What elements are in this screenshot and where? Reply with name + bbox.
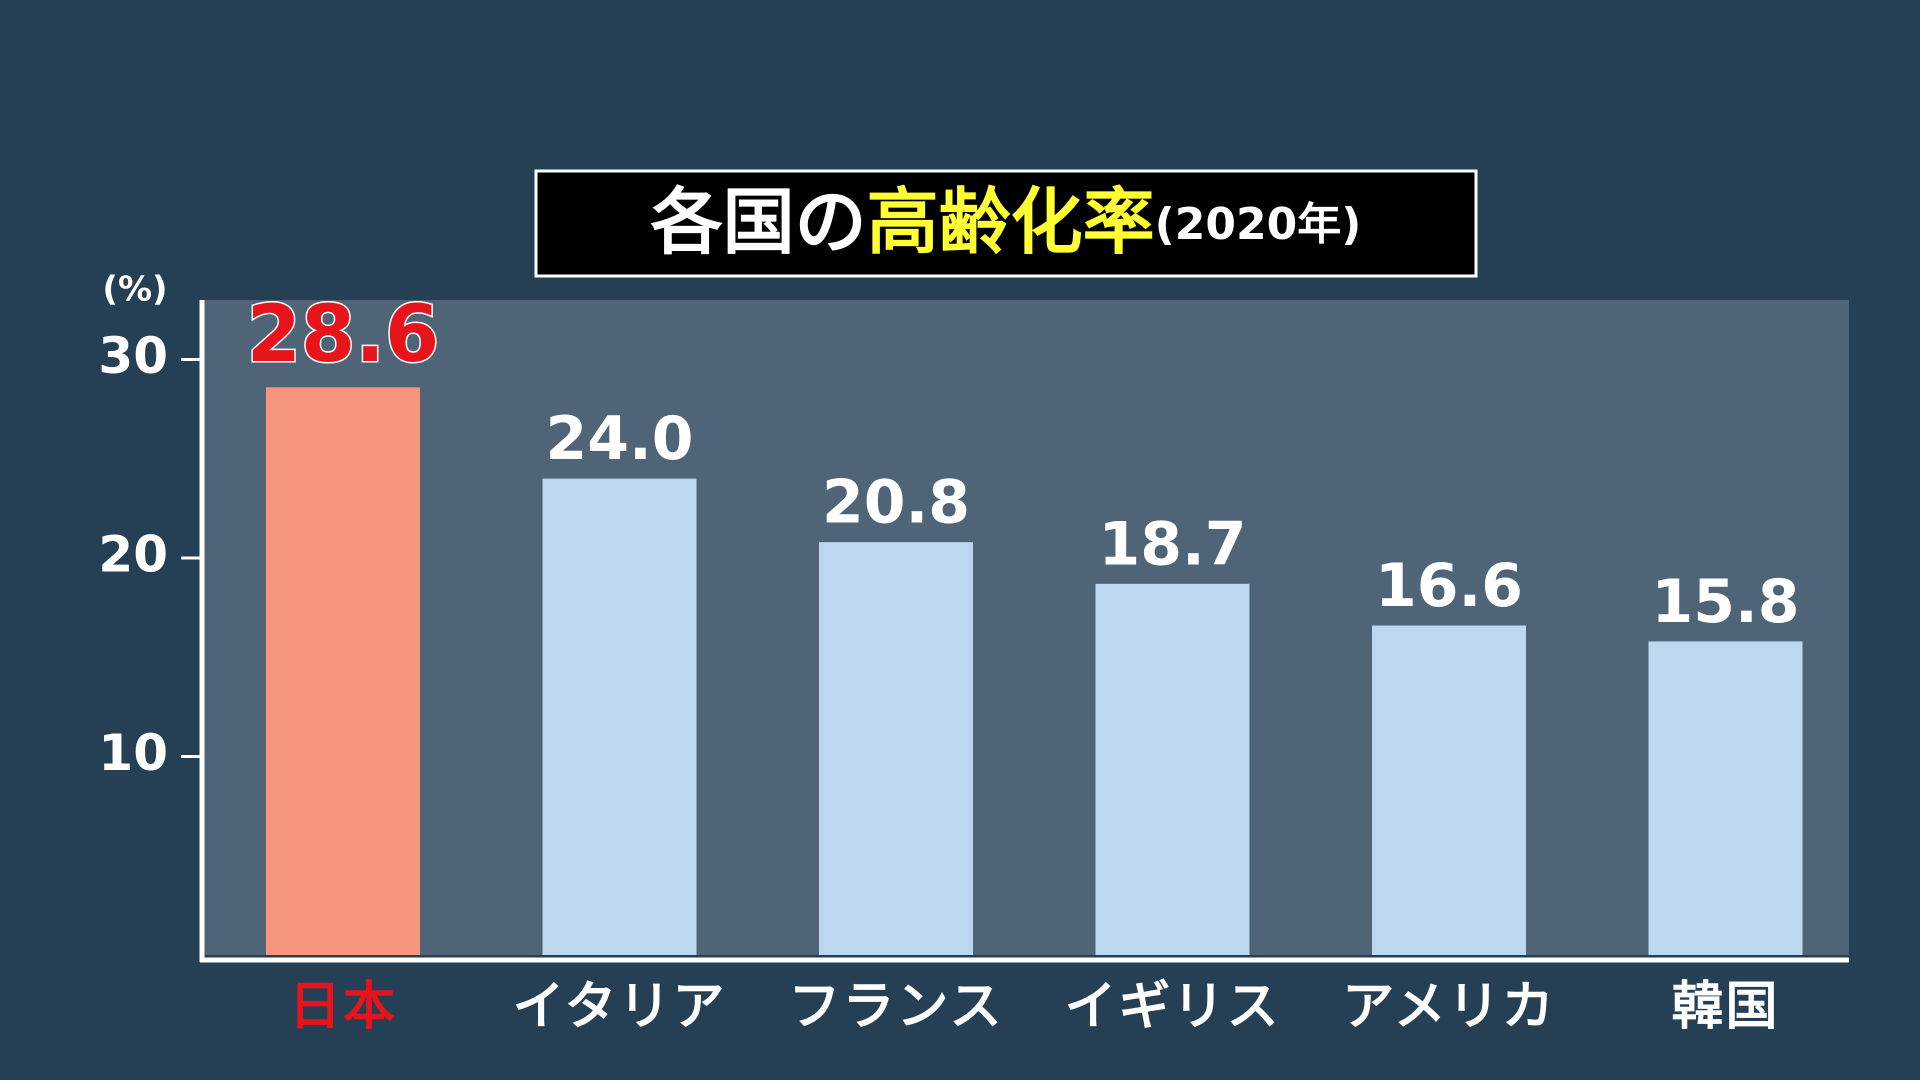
y-axis-label: (%) — [102, 270, 167, 310]
bar — [1648, 641, 1803, 955]
x-tick-label: 韓国 — [1671, 977, 1779, 1037]
bar — [1372, 625, 1526, 955]
bar — [819, 542, 973, 955]
value-label: 16.6 — [1375, 551, 1523, 621]
bar — [542, 478, 697, 955]
value-label: 18.7 — [1098, 509, 1246, 579]
title-box — [534, 169, 1478, 278]
bar — [1095, 583, 1250, 955]
y-tick-label: 20 — [98, 526, 168, 584]
value-label: 28.6 — [247, 290, 439, 380]
x-tick-label: フランス — [789, 977, 1004, 1037]
chart-title: 各国の高齢化率(2020年) — [651, 180, 1362, 264]
title-part: 高齢化率 — [867, 180, 1155, 264]
plot-area — [202, 300, 1849, 955]
value-label: 24.0 — [545, 404, 693, 474]
title-part: 各国の — [651, 180, 867, 264]
x-tick-label: イタリア — [513, 977, 727, 1037]
y-tick-label: 30 — [98, 327, 168, 385]
value-label: 15.8 — [1651, 567, 1799, 637]
x-tick-label: 日本 — [289, 977, 397, 1037]
title-part: (2020年) — [1155, 199, 1362, 250]
x-tick-label: イギリス — [1064, 977, 1280, 1037]
value-label: 20.8 — [822, 468, 970, 538]
x-tick-label: アメリカ — [1342, 977, 1555, 1037]
y-tick-label: 10 — [98, 724, 168, 782]
bar — [266, 387, 420, 955]
